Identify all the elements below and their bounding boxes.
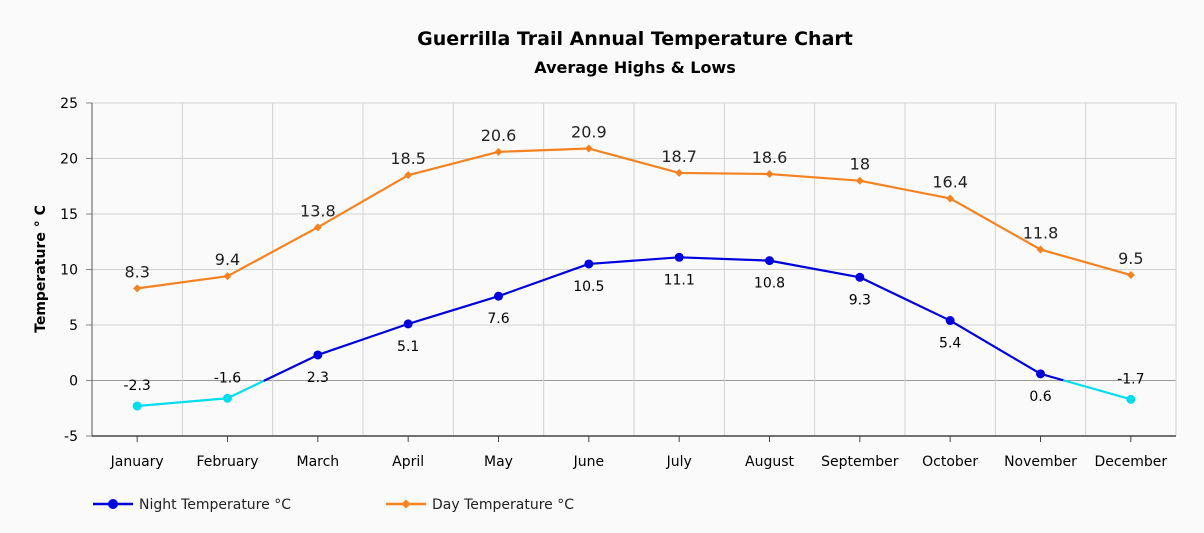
night-point [855, 272, 865, 282]
series-line-night-segment [768, 259, 861, 279]
y-tick-label: 10 [60, 263, 78, 279]
night-data-label: 5.1 [397, 339, 419, 355]
day-data-label: 8.3 [124, 262, 149, 281]
y-tick-label: -5 [64, 429, 78, 445]
series-line-night-segment [678, 256, 771, 262]
night-data-label: 11.1 [664, 272, 695, 288]
series-line-night-segment [587, 256, 681, 266]
night-point [945, 316, 955, 326]
night-point [313, 350, 323, 360]
night-point [765, 256, 774, 266]
x-tick-label: August [745, 454, 795, 470]
y-tick-label: 0 [69, 374, 78, 390]
night-point [584, 259, 594, 269]
x-tick-label: May [484, 454, 513, 470]
day-data-label: 18 [850, 155, 870, 174]
y-axis-label: Temperature ° C [33, 205, 49, 333]
x-tick-label: January [110, 454, 164, 470]
day-point [313, 223, 322, 232]
series-line-night-segment [407, 295, 500, 325]
chart-title: Guerrilla Trail Annual Temperature Chart [417, 28, 853, 50]
x-tick-label: July [666, 454, 692, 470]
night-data-label: 2.3 [307, 370, 329, 386]
day-point [404, 171, 413, 180]
day-data-label: 20.6 [481, 126, 517, 145]
legend-night-marker [108, 499, 118, 509]
y-tick-label: 25 [60, 96, 78, 112]
day-data-label: 13.8 [300, 201, 336, 220]
legend-night-label: Night Temperature °C [139, 497, 291, 513]
day-data-label: 16.4 [932, 172, 968, 191]
x-tick-label: June [573, 454, 605, 470]
y-tick-label: 20 [60, 152, 78, 168]
day-point [1126, 271, 1135, 280]
night-point [223, 393, 232, 403]
day-data-label: 9.4 [215, 250, 240, 269]
day-point [675, 168, 684, 177]
x-tick-label: December [1095, 454, 1168, 470]
night-point [132, 401, 142, 411]
night-point [674, 252, 684, 262]
series-line-night-segment [497, 262, 590, 298]
x-tick-label: April [392, 454, 424, 470]
day-data-label: 11.8 [1023, 224, 1059, 243]
night-data-label: 0.6 [1029, 389, 1051, 405]
day-data-label: 9.5 [1118, 249, 1143, 268]
day-point [765, 170, 774, 179]
series-line-night-segment [136, 397, 229, 408]
day-data-label: 18.7 [661, 147, 697, 166]
day-point [855, 176, 864, 185]
day-point [133, 284, 142, 293]
x-tick-label: September [821, 454, 899, 470]
y-tick-label: 15 [60, 207, 78, 223]
night-point [1126, 394, 1136, 404]
legend-day-label: Day Temperature °C [432, 497, 574, 513]
day-data-label: 18.6 [752, 148, 788, 167]
night-data-label: 5.4 [939, 336, 961, 352]
day-point [1036, 245, 1045, 254]
series-line-night-segment [858, 276, 952, 322]
day-point [494, 147, 503, 156]
day-point [584, 144, 593, 153]
chart-subtitle: Average Highs & Lows [534, 58, 735, 77]
x-tick-label: October [922, 454, 978, 470]
night-point [494, 291, 503, 301]
series-line-night-segment [949, 319, 1042, 375]
night-data-label: -2.3 [124, 378, 151, 394]
night-data-label: 7.6 [487, 311, 509, 327]
series-line-night-segment [263, 353, 319, 382]
x-tick-label: February [196, 454, 258, 470]
night-data-label: 10.8 [754, 276, 785, 292]
day-point [946, 194, 955, 203]
series-line-night-segment [1062, 379, 1132, 401]
y-tick-label: 5 [69, 318, 78, 334]
night-data-label: -1.7 [1117, 371, 1144, 387]
day-data-label: 20.9 [571, 123, 607, 142]
night-data-label: -1.6 [214, 370, 241, 386]
night-point [403, 319, 413, 329]
night-data-label: 9.3 [849, 292, 871, 308]
night-data-label: 10.5 [573, 279, 604, 295]
legend-day-marker [401, 499, 411, 509]
series-line-day [137, 147, 1132, 290]
series-line-night-segment [316, 322, 410, 357]
x-tick-label: November [1004, 454, 1077, 470]
x-tick-label: March [296, 454, 339, 470]
day-data-label: 18.5 [390, 149, 426, 168]
night-point [1036, 369, 1045, 379]
series-line-night-segment [226, 379, 266, 400]
day-point [223, 272, 232, 281]
